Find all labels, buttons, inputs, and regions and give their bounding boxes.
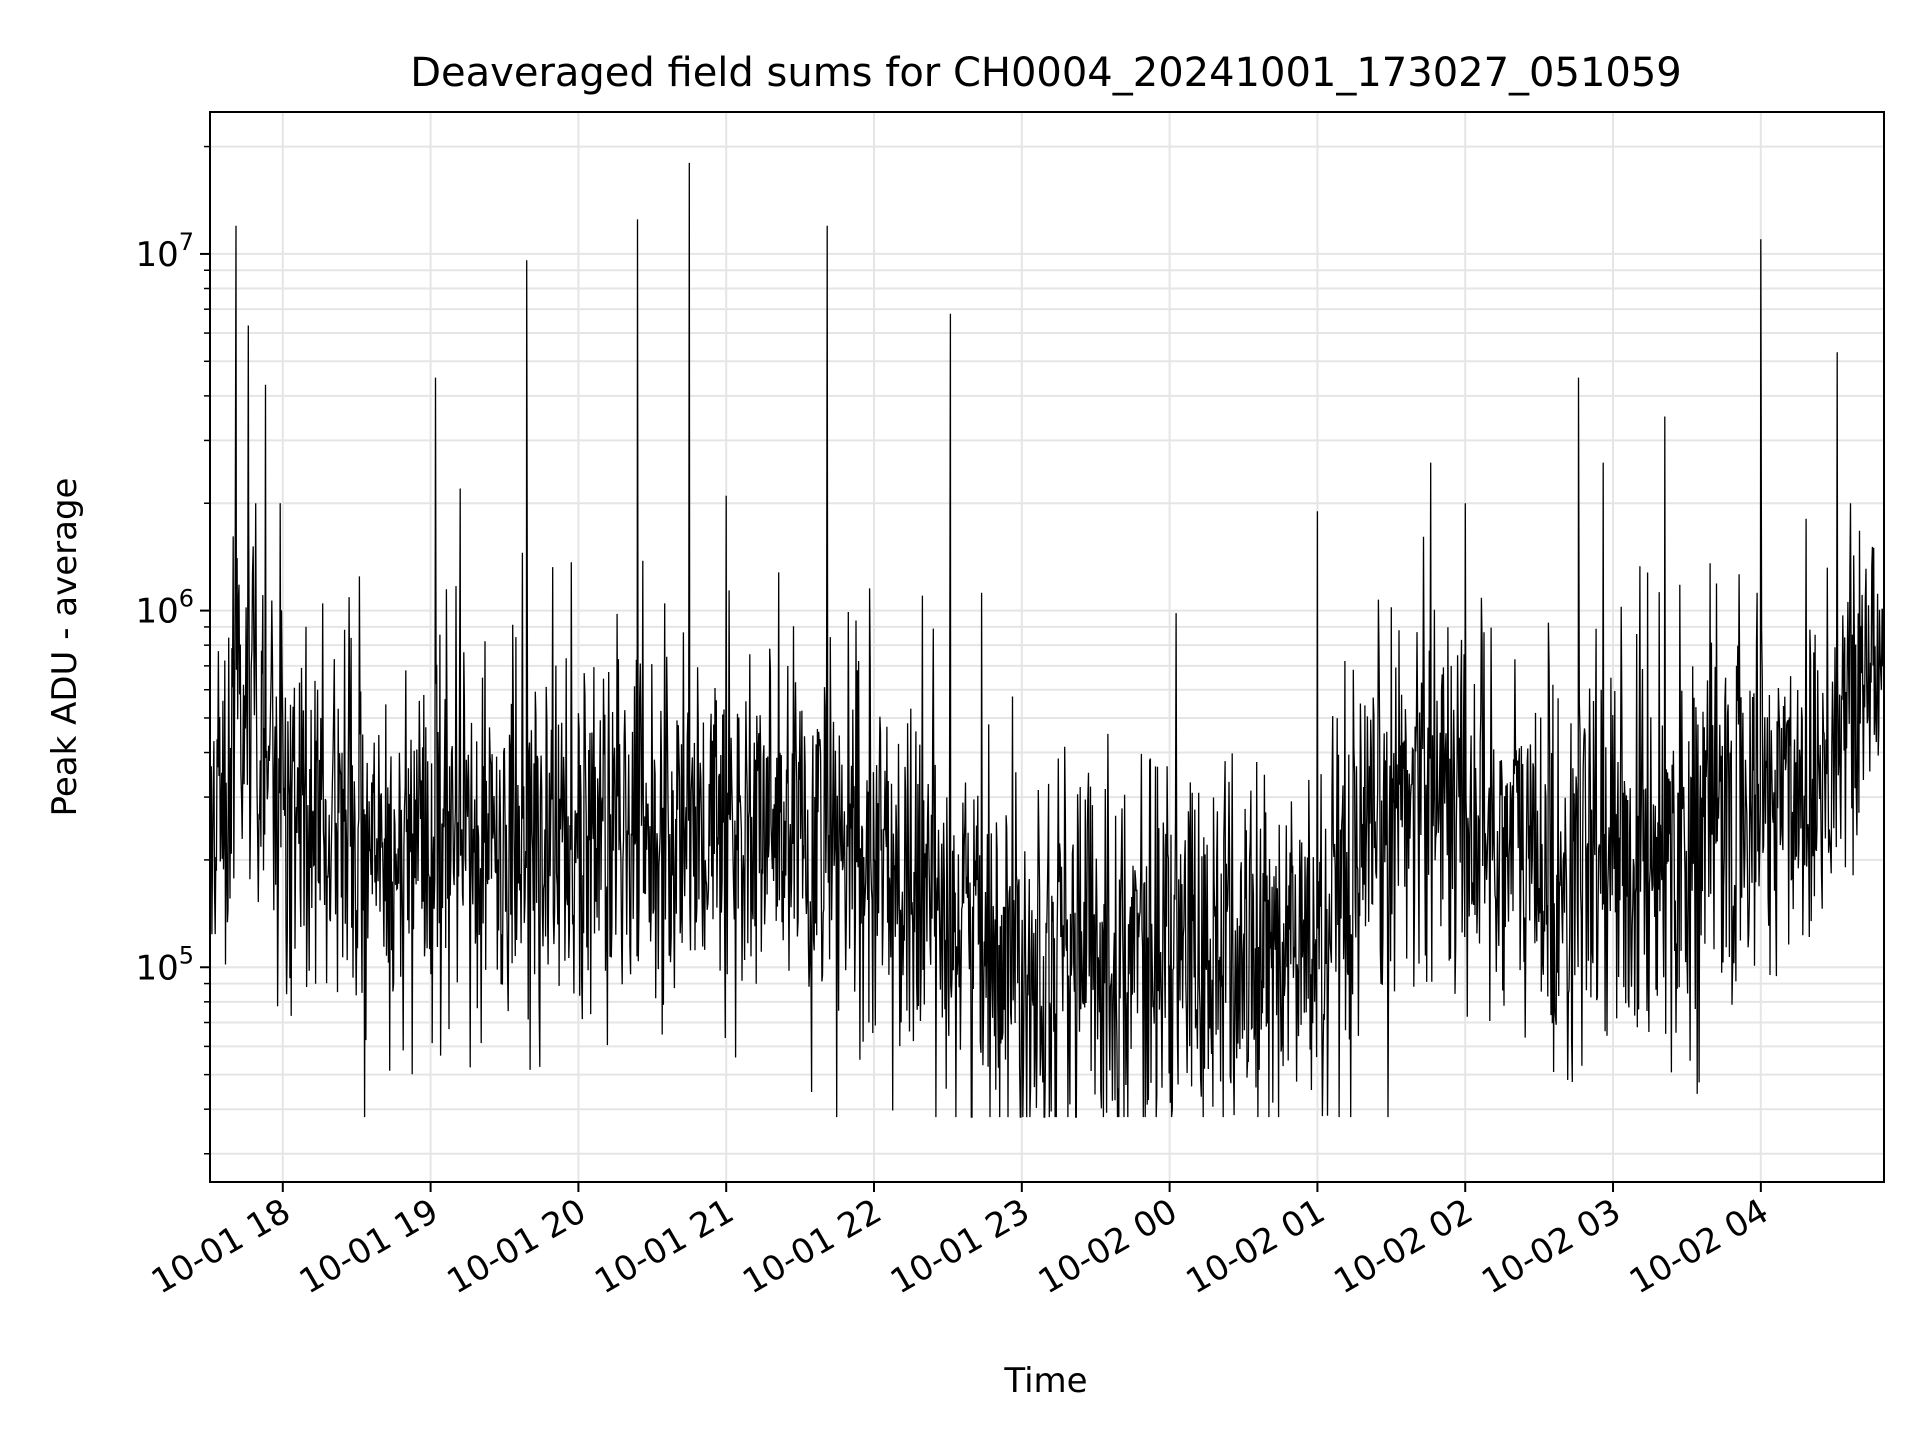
data-series-line <box>209 162 1885 1118</box>
x-tick-label: 10-01 23 <box>884 1191 1036 1302</box>
plot-area <box>209 162 1885 1118</box>
x-tick-label: 10-01 21 <box>588 1191 740 1302</box>
x-tick-label: 10-01 22 <box>736 1191 888 1302</box>
x-tick-label: 10-01 18 <box>145 1191 297 1302</box>
y-axis-label: Peak ADU - average <box>45 478 85 817</box>
x-axis-label: Time <box>1003 1361 1087 1401</box>
y-tick-label: 107 <box>135 228 194 275</box>
y-axis: 105 106 107 <box>135 145 210 1155</box>
x-tick-label: 10-02 03 <box>1475 1191 1627 1302</box>
grid-lines <box>210 112 1884 1182</box>
x-tick-label: 10-02 01 <box>1180 1191 1332 1302</box>
x-tick-label: 10-01 19 <box>293 1191 445 1302</box>
plot-frame <box>209 111 1885 1183</box>
x-tick-label: 10-02 02 <box>1327 1191 1479 1302</box>
x-tick-label: 10-02 00 <box>1032 1191 1184 1302</box>
x-tick-label: 10-02 04 <box>1623 1191 1775 1302</box>
y-tick-label: 106 <box>135 585 194 632</box>
y-tick-label: 105 <box>135 941 194 988</box>
chart-title: Deaveraged field sums for CH0004_2024100… <box>410 50 1682 96</box>
x-tick-label: 10-01 20 <box>441 1191 593 1302</box>
